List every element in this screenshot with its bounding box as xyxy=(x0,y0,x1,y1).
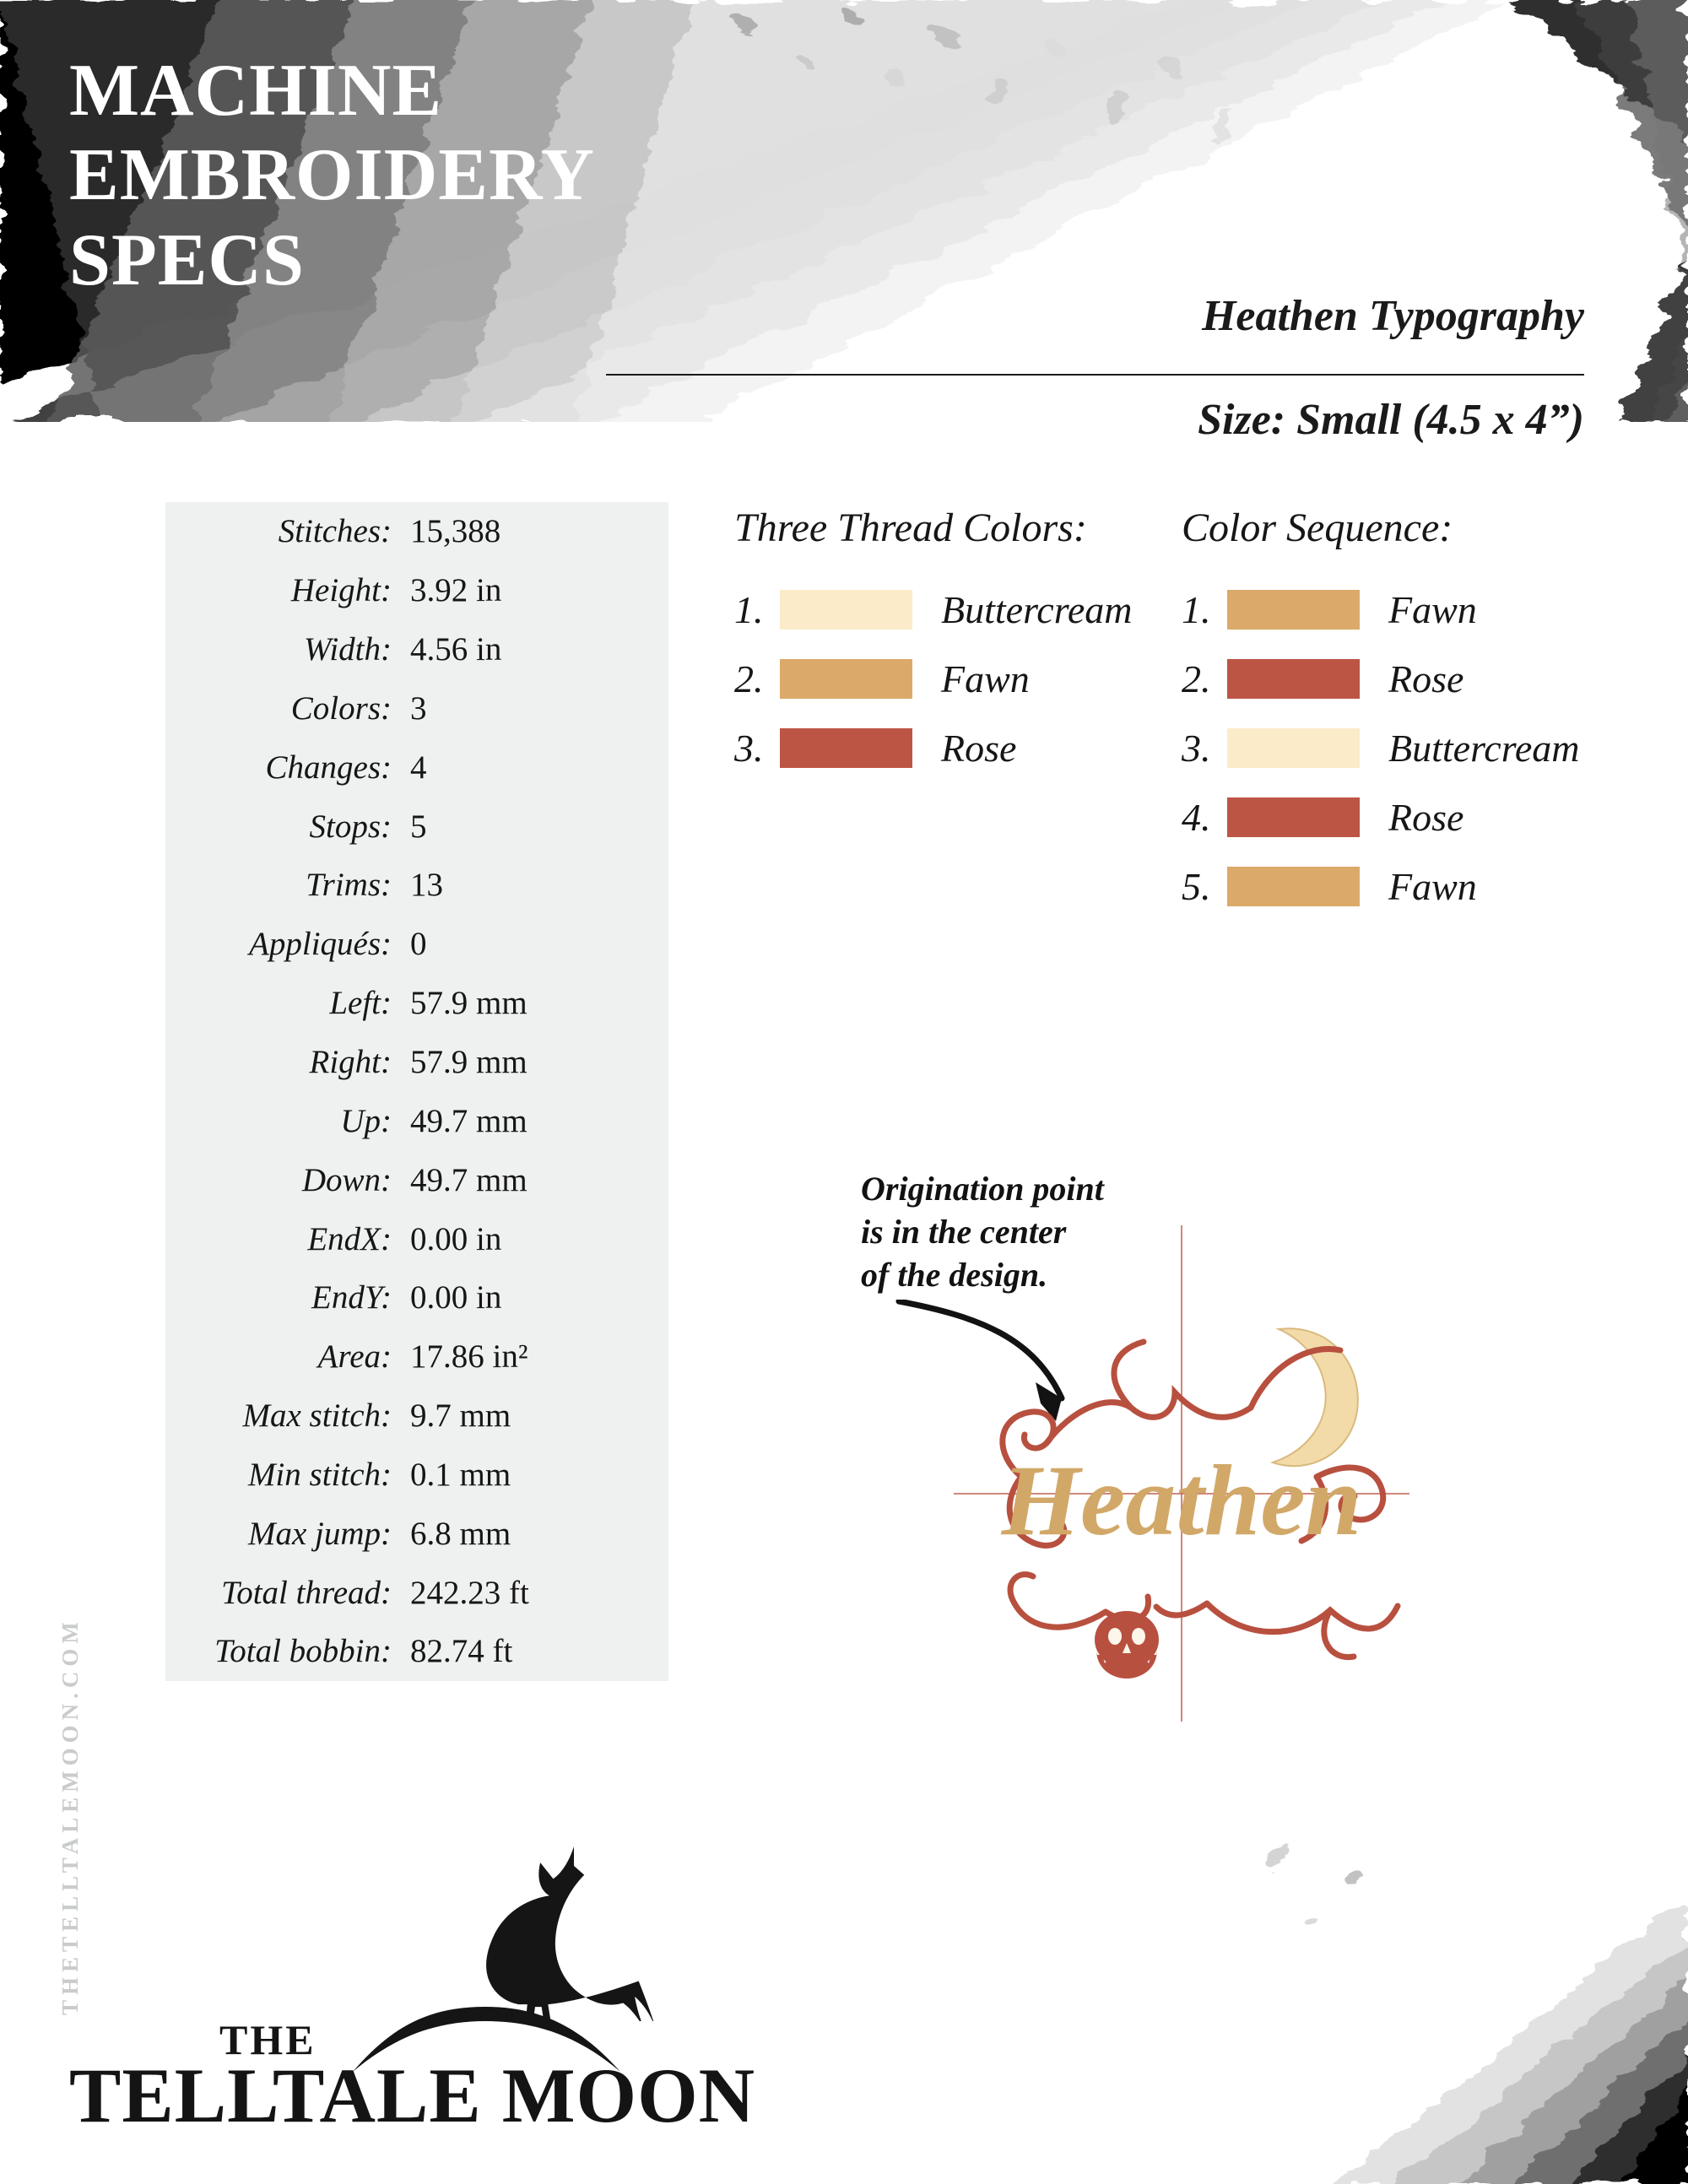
svg-text:Heathen: Heathen xyxy=(1001,1444,1362,1556)
